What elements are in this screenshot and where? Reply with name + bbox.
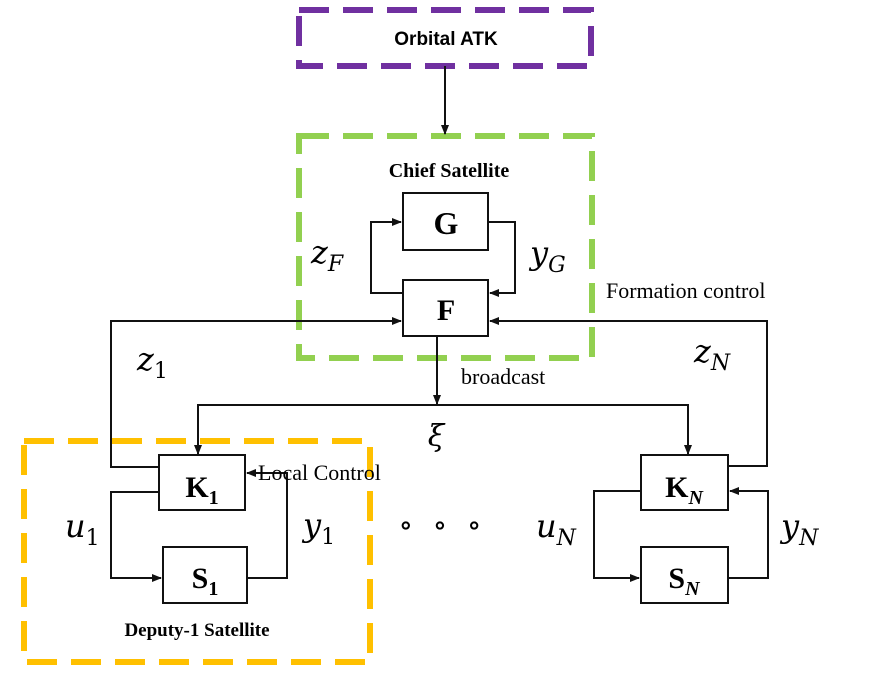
block-kn	[640, 454, 729, 511]
yn-label: yN	[779, 507, 819, 551]
deputy-satellite-border	[21, 438, 373, 665]
chief-satellite-label: Chief Satellite	[389, 160, 510, 182]
block-g-label: G	[434, 205, 459, 241]
block-sn-label: SN	[668, 562, 701, 600]
un-label: uN	[536, 507, 577, 551]
zn-label: zN	[693, 332, 731, 376]
block-s1-label: S1	[192, 562, 219, 600]
xi-label: ξ	[428, 419, 446, 454]
y1-label: y1	[301, 506, 335, 550]
formation-control-label: Formation control	[606, 278, 765, 303]
block-s1	[162, 546, 248, 604]
block-sn	[640, 546, 729, 604]
zf-label: zF	[310, 233, 344, 277]
y1-signal-line	[246, 469, 288, 579]
yg-label: yG	[528, 234, 566, 278]
yg-signal-line	[488, 221, 516, 297]
local-control-label: Local Control	[258, 460, 381, 485]
chief-satellite-border	[296, 133, 595, 361]
deputy-satellite-label: Deputy-1 Satellite	[124, 620, 269, 641]
zn-signal-line	[489, 317, 768, 467]
zf-signal-line	[370, 218, 403, 294]
u1-signal-line	[110, 491, 162, 582]
block-g	[402, 192, 489, 251]
block-f-label: F	[437, 294, 455, 327]
ellipsis-dots: ∘ ∘ ∘	[398, 509, 487, 542]
block-kn-label: KN	[665, 471, 704, 509]
u1-label: u1	[65, 507, 100, 551]
block-k1	[158, 454, 246, 511]
xi-bus-line	[197, 404, 689, 453]
yn-signal-line	[728, 487, 769, 579]
block-f	[402, 279, 489, 337]
orbital-atk-label: Orbital ATK	[394, 29, 498, 50]
block-k1-label: K1	[185, 471, 218, 509]
un-signal-line	[593, 490, 641, 582]
z1-label: z1	[136, 340, 168, 384]
broadcast-label: broadcast	[461, 364, 545, 389]
z1-signal-line	[110, 317, 402, 468]
